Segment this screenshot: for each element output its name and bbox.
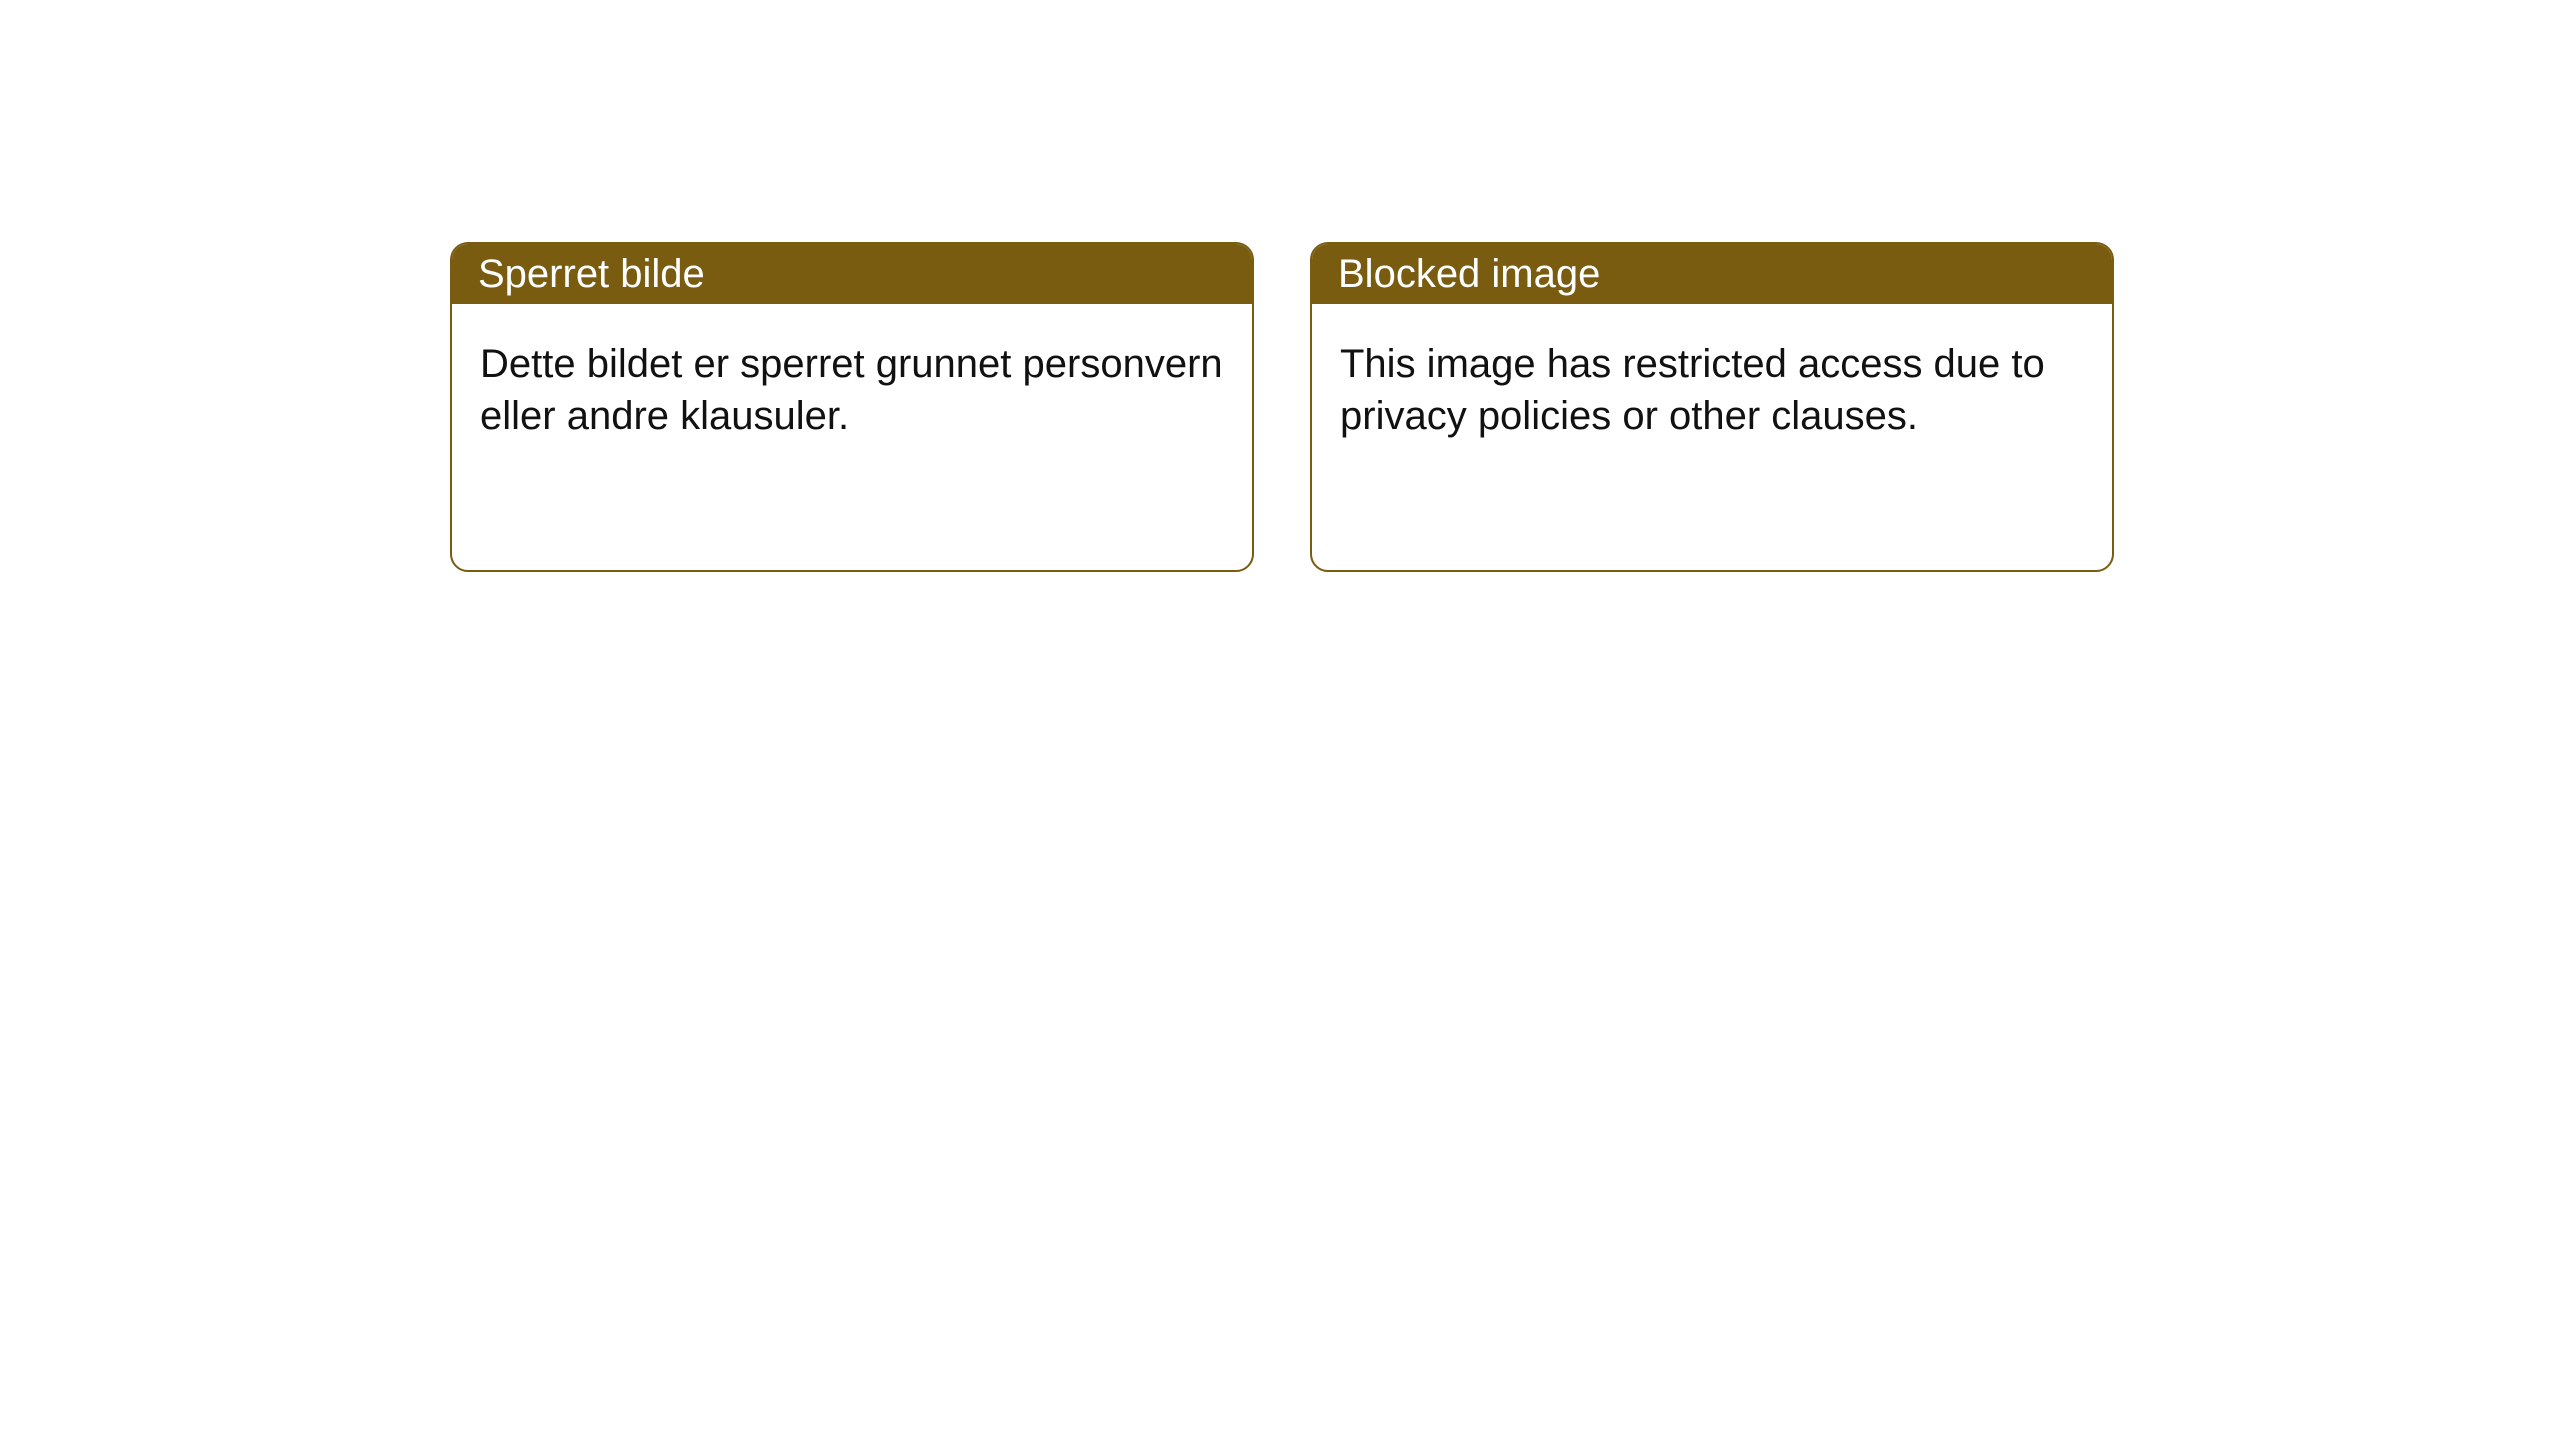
notice-body-norwegian: Dette bildet er sperret grunnet personve… (452, 304, 1252, 476)
notice-body-text-english: This image has restricted access due to … (1340, 342, 2045, 438)
notice-title-norwegian: Sperret bilde (478, 252, 705, 297)
notice-header-norwegian: Sperret bilde (452, 244, 1252, 304)
notice-header-english: Blocked image (1312, 244, 2112, 304)
notice-body-text-norwegian: Dette bildet er sperret grunnet personve… (480, 342, 1223, 438)
notice-body-english: This image has restricted access due to … (1312, 304, 2112, 476)
notice-title-english: Blocked image (1338, 252, 1600, 297)
notice-card-english: Blocked image This image has restricted … (1310, 242, 2114, 572)
notice-container: Sperret bilde Dette bildet er sperret gr… (450, 242, 2114, 572)
notice-card-norwegian: Sperret bilde Dette bildet er sperret gr… (450, 242, 1254, 572)
